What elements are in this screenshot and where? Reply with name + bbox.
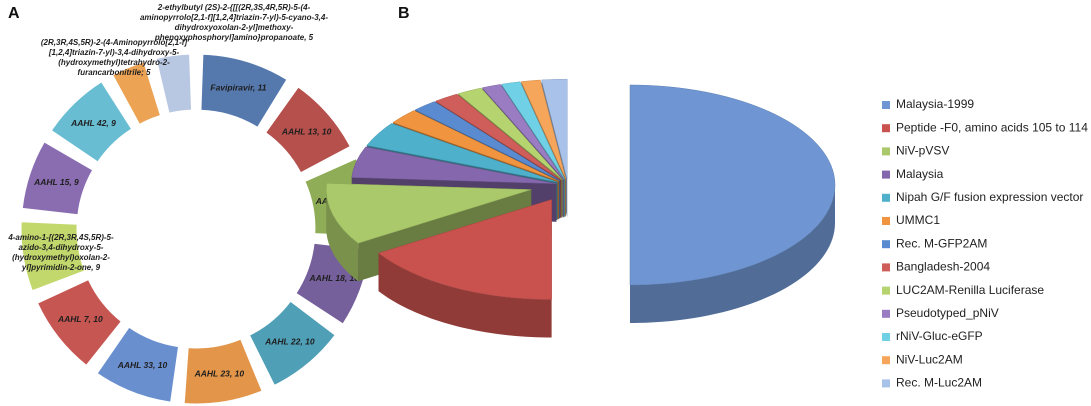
donut-segment — [155, 53, 193, 114]
donut-segment — [50, 81, 133, 163]
legend-swatch — [882, 124, 890, 133]
segment-label: 4-amino-1-[(2R,3R,4S,5R)-5-azido-3,4-dih… — [8, 233, 114, 272]
pie-slice — [481, 84, 564, 180]
panel-letter: B — [398, 5, 410, 22]
legend-swatch — [882, 147, 890, 156]
segment-label: (2R,3R,4S,5R)-2-(4-Aminopyrrolo[2,1-f][1… — [40, 38, 188, 77]
legend-swatch — [882, 240, 890, 249]
legend-swatch — [882, 356, 890, 365]
legend-swatch — [882, 101, 890, 109]
legend-swatch — [882, 333, 890, 341]
segment-label: AAHL 23, 10 — [194, 368, 245, 378]
segment-label: AAHL 7, 10 — [57, 314, 103, 324]
donut-segment — [248, 300, 336, 387]
pie-slice — [392, 110, 559, 182]
pie-slice — [520, 79, 567, 180]
legend-swatch — [882, 309, 890, 318]
legend-label: LUC2AM-Renilla Luciferase — [896, 283, 1044, 297]
pie-slice — [351, 146, 557, 184]
pie-slice — [414, 101, 561, 181]
segment-label: AAHL 13, 10 — [281, 126, 332, 136]
donut-segment — [20, 221, 86, 292]
pie-slice — [366, 123, 558, 183]
donut-segment — [96, 326, 180, 403]
legend-swatch — [882, 193, 890, 202]
pie-slice — [541, 78, 568, 180]
legend-label: Rec. M-Luc2AM — [896, 376, 982, 390]
legend-label: Pseudotyped_pNiV — [896, 306, 999, 320]
donut-segment — [21, 141, 94, 216]
donut-segment — [265, 86, 351, 174]
pie-slice — [325, 183, 532, 244]
donut-segment — [200, 53, 288, 128]
segment-label: AAHL 18, 10 — [309, 273, 360, 283]
legend-swatch — [882, 286, 890, 295]
legend-swatch — [882, 379, 890, 388]
legend-label: Nipah G/F fusion expression vector — [896, 190, 1083, 204]
donut-segment — [36, 279, 122, 366]
legend-swatch — [882, 170, 890, 179]
legend-label: NiV-pVSV — [896, 144, 949, 158]
segment-label: 2-ethylbutyl (2S)-2-{[[(2R,3S,4R,5R)-5-(… — [139, 3, 329, 42]
slice-side — [378, 253, 552, 338]
pie-slice — [457, 87, 563, 180]
donut-segment — [112, 61, 162, 125]
pie-slice — [435, 93, 562, 181]
segment-label: AAHL 33, 10 — [117, 360, 168, 370]
legend-swatch — [882, 263, 890, 272]
legend-swatch — [882, 217, 890, 225]
legend-label: UMMC1 — [896, 213, 940, 227]
pie-slice — [629, 84, 836, 286]
slice-side — [326, 189, 359, 282]
donut-segment — [183, 338, 263, 405]
panel-letter: A — [8, 5, 20, 22]
legend-label: Rec. M-GFP2AM — [896, 236, 987, 250]
segment-label: Favipiravir, 11 — [210, 83, 266, 93]
pie-slice — [501, 81, 566, 180]
pie-slice — [377, 199, 552, 300]
legend-label: rNiV-Gluc-eGFP — [896, 329, 983, 343]
legend-label: Bangladesh-2004 — [896, 260, 990, 274]
legend-label: Peptide -F0, amino acids 105 to 114 — [896, 120, 1088, 134]
legend-label: Malaysia-1999 — [896, 97, 974, 111]
legend-label: NiV-Luc2AM — [896, 352, 963, 366]
slice-side — [630, 185, 835, 323]
segment-label: AAHL 15, 9 — [33, 177, 79, 187]
segment-label: AAHL 22, 10 — [264, 336, 315, 346]
legend-label: Malaysia — [896, 167, 944, 181]
segment-label: AAHL 42, 9 — [70, 118, 116, 128]
